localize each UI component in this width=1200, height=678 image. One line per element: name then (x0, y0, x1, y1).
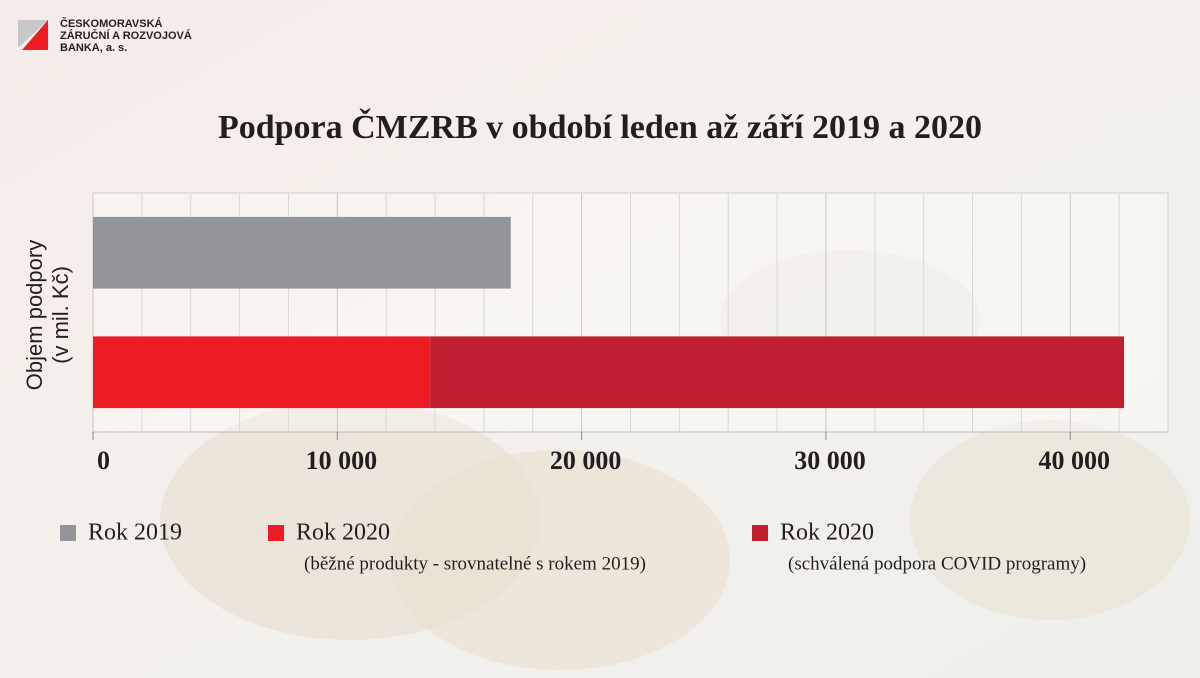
bar (93, 216, 511, 289)
legend-label: Rok 2020 (296, 520, 390, 546)
x-tick-label: 30 000 (794, 446, 866, 475)
legend-swatch (268, 525, 284, 541)
x-tick-label: 0 (97, 446, 110, 475)
bar (430, 336, 1125, 409)
logo-mark (22, 20, 48, 50)
legend-label: Rok 2019 (88, 520, 182, 546)
x-tick-label: 20 000 (550, 446, 622, 475)
chart-title: Podpora ČMZRB v období leden až září 201… (218, 108, 982, 146)
background-coin (910, 420, 1190, 620)
y-axis-title-line: Objem podpory (22, 240, 47, 390)
logo-text: BANKA, a. s. (60, 42, 127, 54)
legend-swatch (60, 525, 76, 541)
x-tick-label: 10 000 (306, 446, 378, 475)
legend-note: (běžné produkty - srovnatelné s rokem 20… (304, 553, 646, 574)
x-tick-label: 40 000 (1039, 446, 1111, 475)
y-axis-title: Objem podpory (v mil. Kč) (22, 240, 73, 390)
bar (93, 336, 431, 409)
background-coin (390, 450, 730, 670)
legend-swatch (752, 525, 768, 541)
logo-text: ZÁRUČNÍ A ROZVOJOVÁ (60, 29, 192, 42)
logo: ČESKOMORAVSKÁ ZÁRUČNÍ A ROZVOJOVÁ BANKA,… (18, 17, 192, 54)
y-axis-title-line: (v mil. Kč) (48, 266, 73, 364)
logo-text: ČESKOMORAVSKÁ (60, 17, 163, 30)
logo-mark (18, 20, 48, 48)
legend-note: (schválená podpora COVID programy) (788, 553, 1086, 574)
legend-label: Rok 2020 (780, 520, 874, 546)
